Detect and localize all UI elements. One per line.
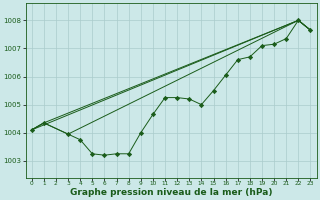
X-axis label: Graphe pression niveau de la mer (hPa): Graphe pression niveau de la mer (hPa) (70, 188, 272, 197)
